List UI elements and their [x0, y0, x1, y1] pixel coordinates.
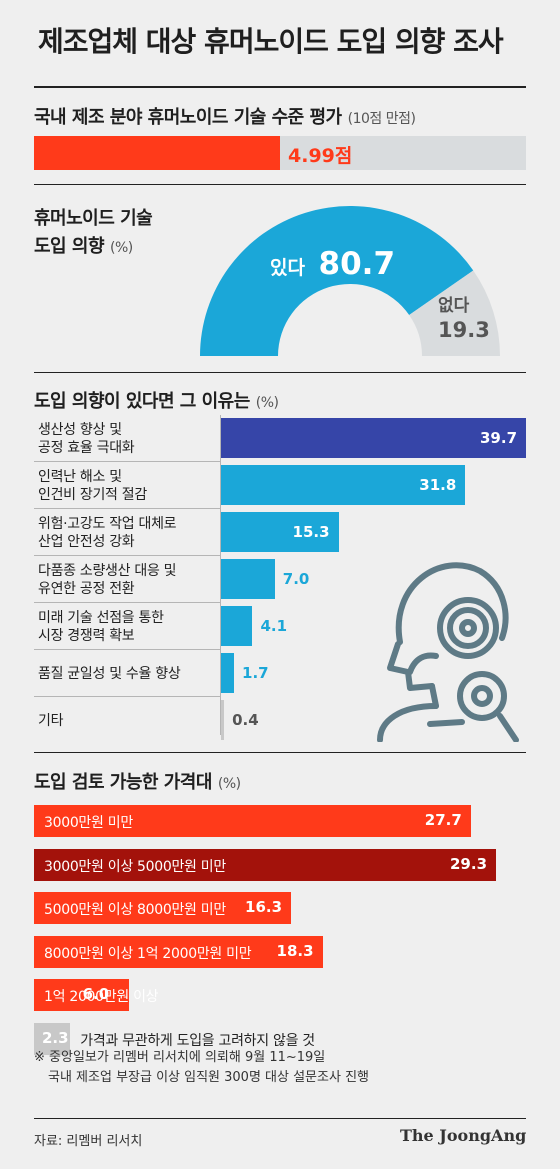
reasons-axis [220, 415, 221, 735]
intent-no-group: 없다 19.3 [438, 294, 490, 342]
reason-value: 39.7 [480, 429, 518, 447]
reason-label-line2: 공정 효율 극대화 [38, 440, 135, 456]
note-line2: 국내 제조업 부장급 이상 임직원 300명 대상 설문조사 진행 [48, 1070, 369, 1085]
reasons-unit: (%) [255, 395, 279, 411]
reason-separator [34, 602, 220, 603]
prices-title: 도입 검토 가능한 가격대 (%) [34, 768, 241, 794]
reason-label-line1: 미래 기술 선점을 통한 [38, 610, 164, 626]
reason-label-line2: 산업 안전성 강화 [38, 534, 135, 550]
intent-title-line2: 도입 의향 [34, 236, 105, 257]
price-label: 8000만원 이상 1억 2000만원 미만 [44, 945, 252, 962]
reason-separator [34, 508, 220, 509]
reasons-title-text: 도입 의향이 있다면 그 이유는 [34, 391, 250, 412]
reason-label: 품질 균일성 및 수율 향상 [38, 665, 218, 683]
divider [34, 1118, 526, 1119]
price-bar [34, 1022, 71, 1055]
note-line1: ※ 중앙일보가 리멤버 리서치에 의뢰해 9월 11~19일 [34, 1050, 326, 1065]
reason-label-line1: 다품종 소량생산 대응 및 [38, 563, 177, 579]
reason-bar [221, 512, 339, 552]
price-bar [34, 848, 496, 881]
reason-value: 1.7 [242, 664, 269, 682]
brand-logo: The JoongAng [400, 1126, 527, 1145]
price-bar [34, 935, 323, 968]
reason-bar [221, 606, 253, 646]
divider [34, 86, 526, 88]
reason-label-line1: 인력난 해소 및 [38, 469, 122, 485]
reason-label-line2: 인건비 장기적 절감 [38, 487, 147, 503]
price-label: 가격과 무관하게 도입을 고려하지 않을 것 [80, 1032, 315, 1049]
price-value: 27.7 [424, 811, 462, 829]
reason-bar [221, 653, 235, 693]
reason-value: 4.1 [260, 617, 288, 635]
intent-yes-label: 있다 [270, 257, 305, 279]
score-fill [34, 136, 280, 170]
intent-yes-group: 있다 80.7 [270, 246, 395, 282]
price-bar [34, 892, 292, 924]
reason-bar [221, 700, 225, 740]
intent-donut [200, 205, 500, 356]
reason-separator [34, 461, 220, 462]
intent-title: 휴머노이드 기술 도입 의향 (%) [34, 205, 153, 262]
reason-label-line1: 위험·고강도 작업 대체로 [38, 516, 177, 532]
intent-no-value: 19.3 [438, 318, 490, 342]
score-title: 국내 제조 분야 휴머노이드 기술 수준 평가 (10점 만점) [34, 103, 416, 129]
price-value: 18.3 [276, 941, 314, 960]
price-value: 6.0 [82, 985, 110, 1003]
divider [34, 372, 526, 373]
price-value: 16.3 [245, 898, 283, 916]
reason-separator [34, 649, 220, 650]
price-value: 29.3 [450, 854, 488, 873]
reasons-title: 도입 의향이 있다면 그 이유는 (%) [34, 387, 279, 413]
reason-bar [221, 559, 275, 599]
reason-label-line2: 시장 경쟁력 확보 [38, 628, 135, 644]
price-value: 2.3 [42, 1028, 69, 1047]
prices-unit: (%) [217, 776, 241, 792]
divider [34, 184, 526, 185]
reason-separator [34, 696, 220, 697]
score-value: 4.99점 [288, 145, 353, 167]
note: ※ 중앙일보가 리멤버 리서치에 의뢰해 9월 11~19일 국내 제조업 부장… [34, 1048, 369, 1088]
reason-label-line1: 생산성 향상 및 [38, 422, 122, 438]
price-bar [34, 979, 129, 1011]
score-unit: (10점 만점) [347, 111, 416, 127]
reason-value: 0.4 [232, 711, 259, 729]
reason-label-line2: 유연한 공정 전환 [38, 581, 135, 597]
prices-title-text: 도입 검토 가능한 가격대 [34, 772, 212, 793]
intent-no-label: 없다 [438, 296, 470, 316]
reason-value: 7.0 [282, 570, 310, 588]
reason-label-line1: 기타 [38, 713, 64, 729]
robot-illustration-icon [377, 562, 519, 742]
intent-yes-slice [200, 205, 474, 356]
price-label: 1억 2000만원 이상 [44, 989, 159, 1005]
reason-value: 15.3 [292, 523, 330, 541]
price-label: 5000만원 이상 8000만원 미만 [44, 902, 226, 918]
score-title-text: 국내 제조 분야 휴머노이드 기술 수준 평가 [34, 107, 342, 128]
reason-value: 31.8 [419, 476, 457, 494]
intent-yes-value: 80.7 [318, 246, 396, 282]
reason-separator [34, 555, 220, 556]
intent-no-slice [409, 270, 500, 356]
intent-title-line1: 휴머노이드 기술 [34, 208, 153, 229]
reason-bar [221, 465, 466, 505]
price-bar [34, 805, 471, 837]
reason-label: 기타 [38, 712, 218, 730]
price-label: 3000만원 이상 5000만원 미만 [44, 858, 226, 875]
page-title: 제조업체 대상 휴머노이드 도입 의향 조사 [38, 25, 504, 58]
divider [34, 752, 526, 753]
intent-unit: (%) [110, 240, 133, 256]
price-label: 3000만원 미만 [44, 815, 133, 831]
source: 자료: 리멤버 리서치 [34, 1134, 143, 1149]
reason-bar [221, 418, 526, 458]
reason-label-line1: 품질 균일성 및 수율 향상 [38, 666, 181, 682]
